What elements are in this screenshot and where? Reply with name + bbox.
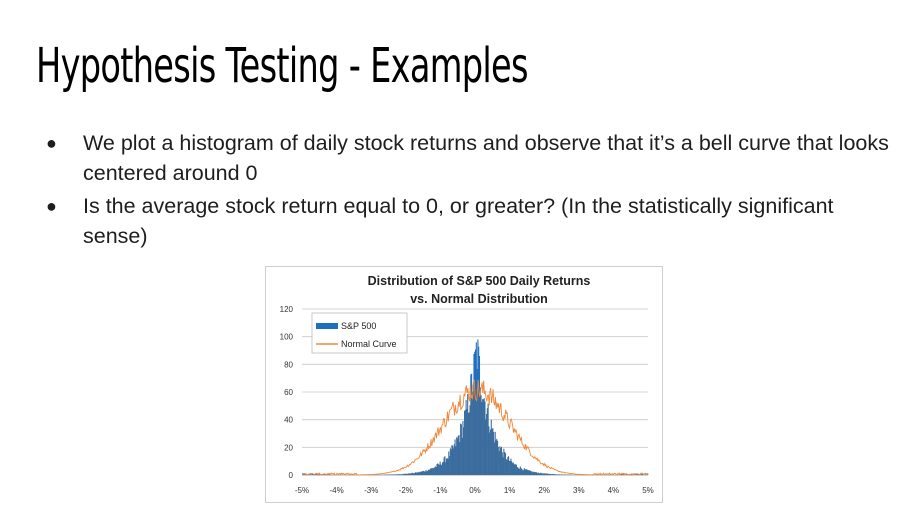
x-tick-label: -3%	[364, 486, 378, 495]
x-tick-label: 0%	[469, 486, 481, 495]
bullet-list: ● We plot a histogram of daily stock ret…	[40, 128, 900, 254]
bullet-dot-icon: ●	[46, 191, 57, 221]
x-tick-label: -5%	[295, 486, 309, 495]
y-tick-label: 40	[284, 416, 293, 425]
histogram-bar	[479, 356, 480, 389]
y-tick-label: 100	[280, 333, 294, 342]
bullet-item: ● We plot a histogram of daily stock ret…	[40, 128, 900, 188]
x-tick-label: 2%	[538, 486, 550, 495]
chart-title: Distribution of S&P 500 Daily Returns	[368, 274, 591, 288]
bullet-dot-icon: ●	[46, 128, 57, 158]
bullet-item: ● Is the average stock return equal to 0…	[40, 191, 900, 251]
y-tick-label: 120	[280, 305, 294, 314]
bullet-text: Is the average stock return equal to 0, …	[83, 194, 834, 248]
x-tick-label: 1%	[504, 486, 516, 495]
bullet-text: We plot a histogram of daily stock retur…	[83, 131, 889, 185]
x-tick-label: 5%	[642, 486, 654, 495]
legend-swatch-sp500	[316, 323, 338, 329]
x-axis-ticks: -5% -4% -3% -2% -1% 0% 1% 2% 3% 4% 5%	[295, 486, 654, 495]
y-axis-ticks: 0 20 40 60 80 100 120	[280, 305, 294, 480]
x-tick-label: -2%	[399, 486, 413, 495]
chart-subtitle: vs. Normal Distribution	[410, 292, 548, 306]
legend-label-normal: Normal Curve	[341, 339, 397, 349]
histogram-chart: Distribution of S&P 500 Daily Returns vs…	[265, 266, 663, 503]
y-tick-label: 20	[284, 443, 293, 452]
y-tick-label: 80	[284, 360, 293, 369]
sp500-bars	[302, 340, 648, 475]
x-tick-label: -4%	[329, 486, 343, 495]
legend: S&P 500 Normal Curve	[312, 313, 407, 353]
x-tick-label: 3%	[573, 486, 585, 495]
legend-label-sp500: S&P 500	[341, 321, 376, 331]
x-tick-label: -1%	[433, 486, 447, 495]
slide-title: Hypothesis Testing - Examples	[36, 38, 528, 94]
y-tick-label: 60	[284, 388, 293, 397]
x-tick-label: 4%	[608, 486, 620, 495]
y-tick-label: 0	[289, 471, 294, 480]
chart-svg: Distribution of S&P 500 Daily Returns vs…	[266, 267, 662, 502]
histogram-bar	[471, 374, 472, 391]
